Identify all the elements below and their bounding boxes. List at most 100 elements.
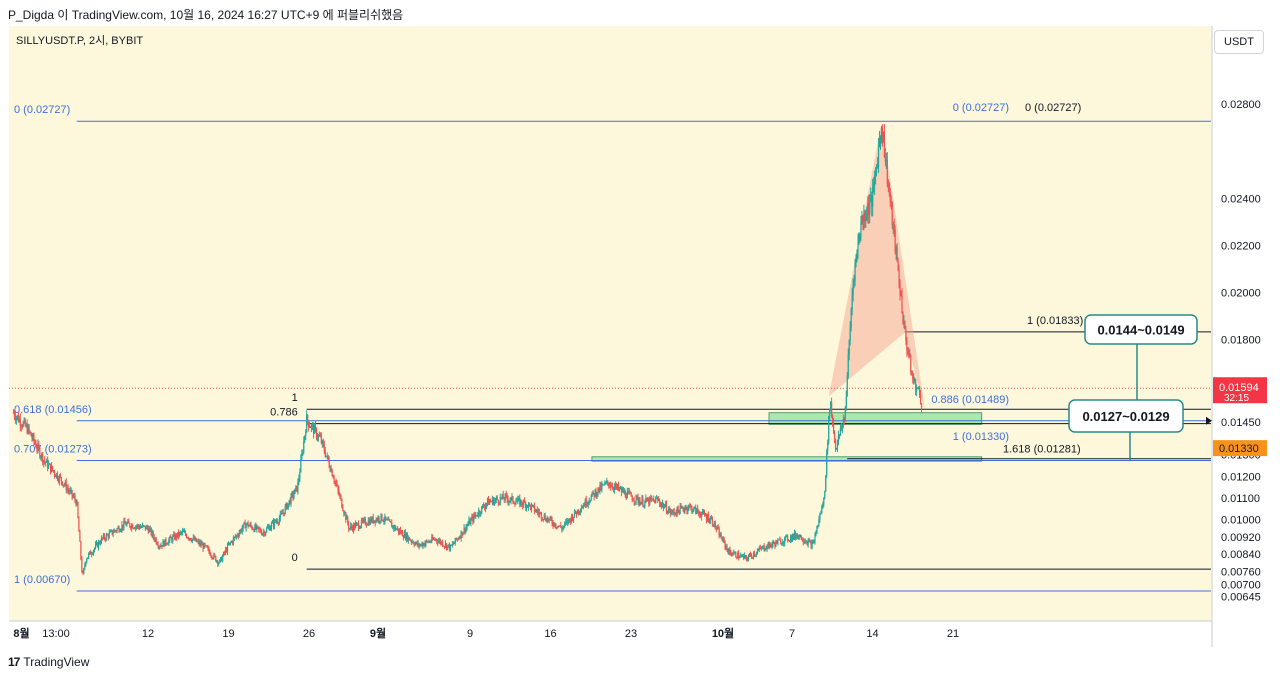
fib-left-label: 0 (0.02727) xyxy=(14,104,70,116)
tradingview-footer[interactable]: 17 TradingView xyxy=(8,655,89,673)
target-zone-1[interactable] xyxy=(768,412,983,425)
candle-body xyxy=(36,447,38,450)
candle-body xyxy=(46,459,48,463)
candle-body xyxy=(594,490,596,497)
price-arrow-icon xyxy=(1206,416,1212,425)
candle-body xyxy=(435,538,437,540)
chart-canvas[interactable]: SILLYUSDT.P, 2시, BYBIT 0.02800 0.02400 0.02… xyxy=(9,26,1270,647)
time-tick-label: 10월 xyxy=(712,626,734,640)
candle-body xyxy=(753,553,755,556)
candle-body xyxy=(276,521,278,523)
candle-body xyxy=(324,451,326,457)
candle-body xyxy=(706,514,709,520)
candle-body xyxy=(555,526,557,528)
time-tick-label: 8월 xyxy=(13,626,29,640)
candle-body xyxy=(301,453,303,459)
candle-body xyxy=(802,540,804,543)
candle-body xyxy=(370,518,372,523)
candle-body xyxy=(73,496,75,498)
price-tick-label: 0.02400 xyxy=(1221,193,1261,205)
candle-body xyxy=(797,534,799,538)
candle-body xyxy=(248,525,250,527)
candle-body xyxy=(693,507,695,511)
candle-body xyxy=(157,544,159,547)
currency-button[interactable]: USDT xyxy=(1214,30,1264,54)
candle-body xyxy=(44,460,46,462)
candle-body xyxy=(547,518,549,521)
candle-body xyxy=(423,543,425,546)
candle-body xyxy=(312,424,315,434)
candle-body xyxy=(809,540,811,542)
candle-body xyxy=(757,549,759,552)
candle-body xyxy=(542,519,544,521)
candle-body xyxy=(214,554,216,557)
candle-body xyxy=(720,533,722,539)
candle-body xyxy=(159,546,161,548)
price-tick-label: 0.02800 xyxy=(1221,99,1261,111)
zone-callout-1[interactable] xyxy=(1084,314,1198,345)
candle-body xyxy=(806,542,808,545)
candle-body xyxy=(628,491,630,493)
candle-body xyxy=(842,419,844,425)
candle-body xyxy=(908,352,910,357)
candle-body xyxy=(288,500,290,504)
candle-body xyxy=(612,486,614,489)
candle-body xyxy=(586,504,588,506)
candle-body xyxy=(245,524,247,529)
candle-body xyxy=(599,484,601,492)
candle-body xyxy=(810,541,812,548)
candle-body xyxy=(212,557,214,559)
candle-body xyxy=(314,425,317,429)
candle-body xyxy=(263,531,265,534)
candle-body xyxy=(207,547,209,549)
candle-body xyxy=(821,505,823,514)
candle-body xyxy=(900,294,902,296)
candle-body xyxy=(535,509,538,512)
zone-callout-2-label: 0.0127~0.0129 xyxy=(1082,409,1169,424)
candle-body xyxy=(334,481,336,483)
candle-body xyxy=(222,556,224,562)
candle-body xyxy=(300,458,302,473)
candle-body xyxy=(100,537,103,544)
candle-body xyxy=(139,527,142,529)
candle-body xyxy=(424,543,426,546)
candle-body xyxy=(616,484,619,488)
candle-body xyxy=(353,524,356,529)
candle-body xyxy=(790,536,793,541)
candle-body xyxy=(824,491,826,498)
candle-body xyxy=(748,554,751,557)
candle-body xyxy=(709,518,712,522)
candle-body xyxy=(691,506,693,512)
candle-body xyxy=(379,521,381,523)
candle-body xyxy=(109,531,111,533)
candle-body xyxy=(268,526,271,531)
candle-body xyxy=(127,521,129,524)
candle-body xyxy=(680,506,682,508)
candle-body xyxy=(910,355,912,373)
candle-body xyxy=(551,519,553,524)
candle-body xyxy=(471,516,473,520)
candle-body xyxy=(451,543,453,546)
chart-frame[interactable]: SILLYUSDT.P, 2시, BYBIT 0.02800 0.02400 0.02… xyxy=(9,26,1270,647)
candle-body xyxy=(362,519,364,522)
candle-body xyxy=(143,525,146,527)
candle-body xyxy=(74,496,76,501)
candle-body xyxy=(333,478,335,482)
candle-body xyxy=(869,201,871,215)
candle-body xyxy=(845,396,847,408)
candle-body xyxy=(918,387,921,395)
candle-body xyxy=(696,508,698,514)
candle-body xyxy=(707,514,710,522)
candle-body xyxy=(868,203,870,215)
candle-body xyxy=(830,402,832,410)
candle-body xyxy=(786,535,788,537)
candle-body xyxy=(274,520,277,522)
candle-body xyxy=(832,423,835,433)
candle-body xyxy=(784,537,786,544)
candle-body xyxy=(444,543,447,547)
candle-body xyxy=(848,340,850,355)
candle-body xyxy=(260,529,262,533)
zone-callout-2[interactable] xyxy=(1068,399,1184,433)
candle-body xyxy=(516,501,518,503)
candle-body xyxy=(770,545,772,547)
